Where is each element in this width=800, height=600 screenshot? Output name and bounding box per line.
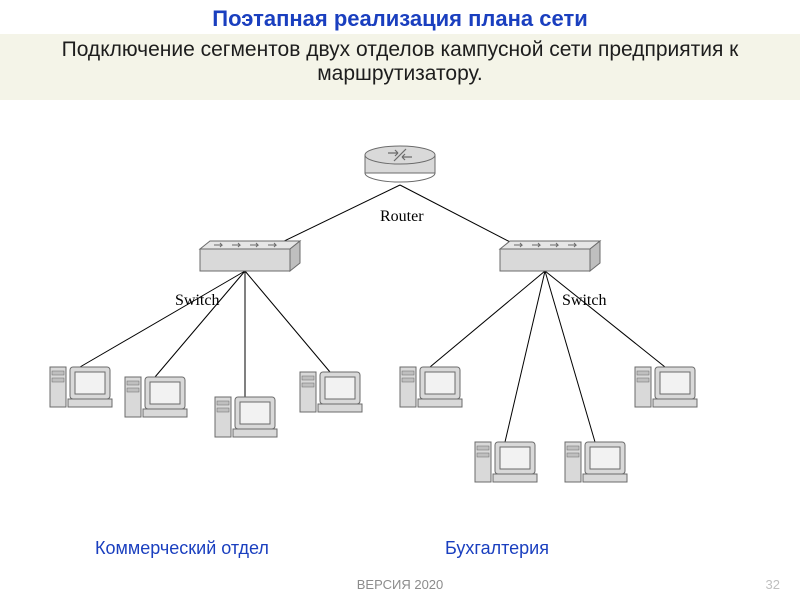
- router-icon: [365, 146, 435, 182]
- pc-icon-accounting-1: [475, 442, 537, 482]
- footer-page-number: 32: [766, 577, 780, 592]
- dept-commercial-label: Коммерческий отдел: [95, 538, 269, 559]
- pc-icon-accounting-2: [565, 442, 627, 482]
- switch-right-icon: [500, 241, 600, 271]
- dept-accounting-label: Бухгалтерия: [445, 538, 549, 559]
- pc-icon-accounting-0: [400, 367, 462, 407]
- footer-version: ВЕРСИЯ 2020: [0, 577, 800, 592]
- pc-icon-commercial-1: [125, 377, 187, 417]
- switch-left-label: Switch: [175, 292, 219, 310]
- pc-icon-accounting-3: [635, 367, 697, 407]
- pc-icon-commercial-0: [50, 367, 112, 407]
- switch-left-icon: [200, 241, 300, 271]
- router-label: Router: [380, 208, 424, 226]
- pc-icon-commercial-2: [215, 397, 277, 437]
- network-diagram: [0, 0, 800, 600]
- pc-icon-commercial-3: [300, 372, 362, 412]
- switch-right-label: Switch: [562, 292, 606, 310]
